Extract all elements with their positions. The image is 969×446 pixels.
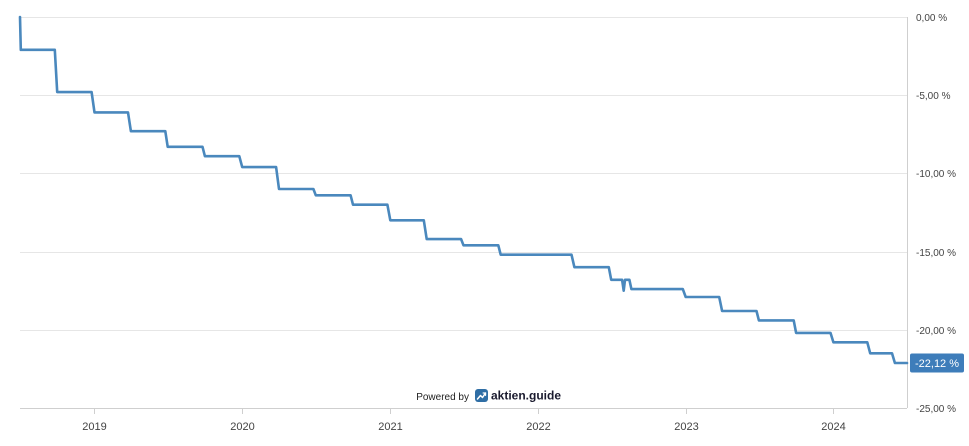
series-layer [18,15,909,365]
y-tick-label: -25,00 % [916,404,956,415]
x-tick-label: 2021 [378,421,402,433]
powered-by-credit[interactable]: Powered by aktien.guide [416,389,561,404]
x-tick-label: 2022 [526,421,550,433]
x-axis: 2019 2020 2021 2022 2023 2024 [82,408,846,433]
x-tick-label: 2023 [674,421,698,433]
y-tick-label: -15,00 % [916,248,956,259]
grid-lines [20,17,908,409]
brand-name: aktien.guide [491,389,561,403]
y-tick-label: -20,00 % [916,326,956,337]
series-line [18,15,909,365]
last-value-label: -22,12 % [915,358,959,370]
x-tick-label: 2019 [82,421,106,433]
powered-by-text: Powered by [416,392,469,403]
trend-up-icon [475,389,488,402]
y-axis-labels: 0,00 % -5,00 % -10,00 % -15,00 % -20,00 % -25… [916,13,956,415]
y-tick-label: -10,00 % [916,169,956,180]
y-tick-label: -5,00 % [916,91,951,102]
x-tick-label: 2024 [821,421,845,433]
x-tick-label: 2020 [230,421,254,433]
y-tick-label: 0,00 % [916,13,947,24]
last-value-badge: -22,12 % [910,353,964,373]
